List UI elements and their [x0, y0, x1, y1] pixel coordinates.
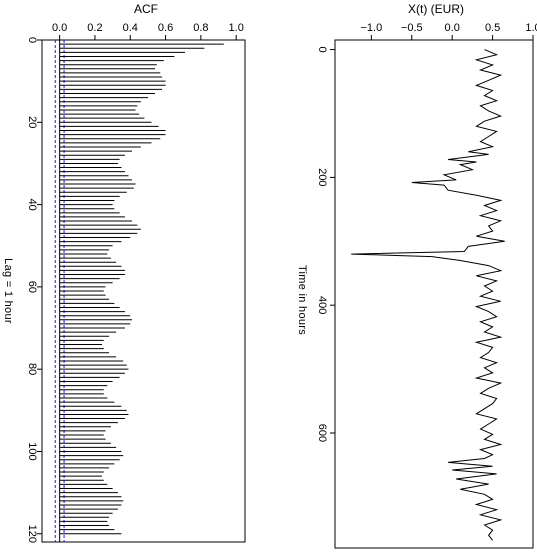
- timeseries-x-axis: −1.0 −0.5 0.0 0.5 1.0: [361, 22, 537, 40]
- acf-title: ACF: [134, 2, 158, 16]
- timeseries-y-axis: 0 200 400 600: [316, 47, 335, 442]
- acf-x-tick-label: 0.0: [52, 22, 67, 34]
- timeseries-plot-frame: [334, 39, 534, 549]
- timeseries-x-tick-label: −0.5: [401, 22, 423, 34]
- acf-y-axis-label: Lag = 1 hour: [2, 258, 14, 324]
- acf-x-tick-label: 1.0: [229, 22, 244, 34]
- acf-bars: [59, 39, 237, 535]
- acf-y-tick-label: 60: [26, 281, 38, 293]
- acf-y-tick-label: 120: [26, 525, 38, 543]
- timeseries-y-tick-label: 200: [316, 168, 328, 186]
- acf-x-tick-label: 0.6: [158, 22, 173, 34]
- timeseries-title: X(t) (EUR): [408, 2, 464, 16]
- acf-x-tick-label: 0.4: [123, 22, 138, 34]
- acf-y-tick-label: 80: [26, 363, 38, 375]
- timeseries-y-tick-label: 0: [316, 47, 328, 53]
- timeseries-panel: X(t) (EUR) −1.0−0.50.00.51.0 0200400600 …: [296, 2, 537, 549]
- timeseries-y-tick-label: 400: [316, 296, 328, 314]
- acf-x-tick-label: 0.2: [87, 22, 102, 34]
- timeseries-x-tick-label: 0.5: [485, 22, 500, 34]
- acf-x-tick-label: 0.8: [193, 22, 208, 34]
- timeseries-x-tick-label: 1.0: [525, 22, 537, 34]
- acf-y-tick-label: 0: [26, 37, 38, 43]
- timeseries-line: [351, 49, 505, 541]
- acf-y-tick-label: 20: [26, 116, 38, 128]
- timeseries-y-axis-label: Time in hours: [296, 265, 308, 335]
- acf-y-tick-label: 40: [26, 198, 38, 210]
- acf-x-axis: 0.0 0.2 0.4 0.6 0.8 1.0: [52, 22, 244, 40]
- acf-y-axis: 0 20 40 60 80 100 120: [26, 37, 42, 543]
- timeseries-x-tick-label: 0.0: [445, 22, 460, 34]
- acf-y-tick-label: 100: [26, 442, 38, 460]
- timeseries-y-tick-label: 600: [316, 424, 328, 442]
- timeseries-x-tick-label: −1.0: [361, 22, 383, 34]
- acf-panel: ACF 0.0 0.2 0.4 0.6 0.8 1.0 0 20 40 60 80 100 120 L…: [2, 2, 246, 543]
